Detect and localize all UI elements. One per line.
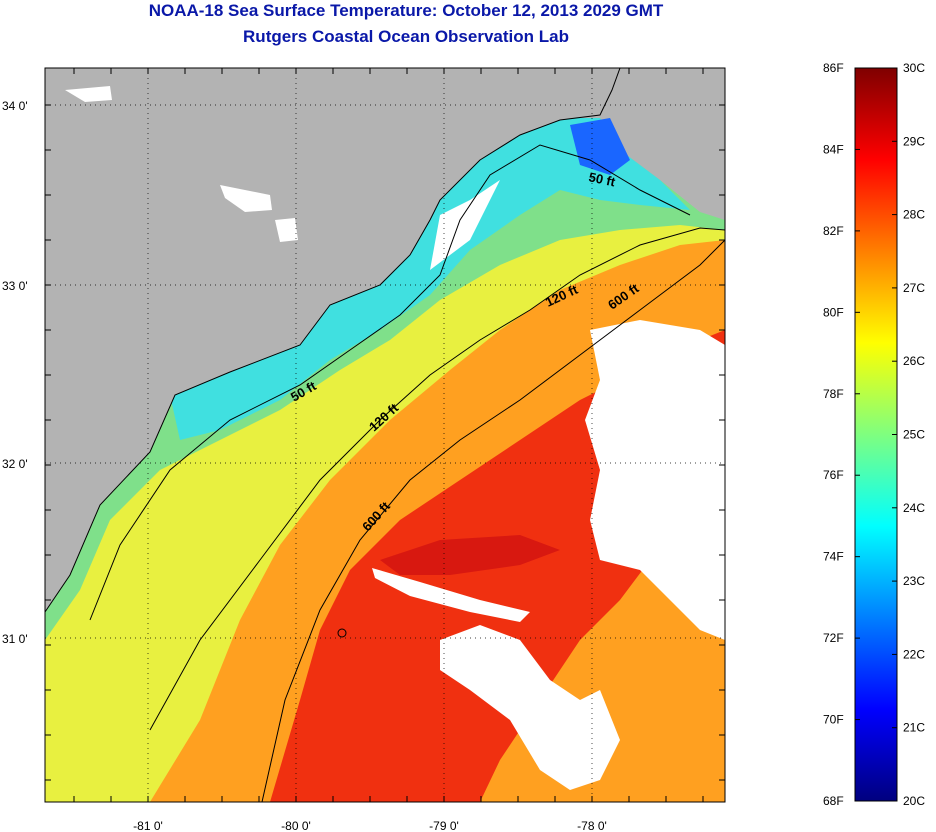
inland-water	[65, 86, 112, 102]
colorbar-f-label: 78F	[823, 387, 844, 401]
gulf-stream-streak	[380, 535, 560, 575]
cloud-mask-south	[440, 625, 620, 790]
contour-label-50ft-north: 50 ft	[587, 169, 617, 189]
colorbar-f-label: 74F	[823, 550, 844, 564]
colorbar-c-label: 30C	[903, 61, 925, 75]
colorbar-f-label: 76F	[823, 468, 844, 482]
lat-label: 32 0'	[2, 457, 28, 471]
map-ticks	[45, 68, 725, 802]
colorbar-f-label: 70F	[823, 713, 844, 727]
colorbar-c-label: 21C	[903, 721, 925, 735]
colorbar-f-label: 72F	[823, 631, 844, 645]
graticule	[45, 68, 725, 802]
colorbar-c-label: 24C	[903, 501, 925, 515]
colorbar-c-label: 26C	[903, 354, 925, 368]
seamount-contour	[337, 628, 347, 638]
map-title: NOAA-18 Sea Surface Temperature: October…	[148, 1, 664, 20]
contour-120ft	[149, 227, 725, 731]
colorbar-f-label: 84F	[823, 142, 844, 156]
colorbar-c-label: 25C	[903, 428, 925, 442]
contour-600ft	[261, 239, 725, 802]
colorbar-c-label: 27C	[903, 281, 925, 295]
land-mainland	[45, 68, 621, 613]
lat-label: 31 0'	[2, 632, 28, 646]
colorbar-f-label: 86F	[823, 61, 844, 75]
lon-label: -79 0'	[429, 819, 459, 832]
lat-label: 34 0'	[2, 99, 28, 113]
colorbar-c-label: 23C	[903, 574, 925, 588]
cloud-mask-coastal	[430, 180, 500, 270]
cold-pocket	[570, 118, 630, 175]
colorbar: 86F 84F 82F 80F 78F 76F 74F 72F 70F 68F 30C 29C 28C…	[823, 61, 925, 808]
colorbar-ticks	[855, 67, 897, 802]
colorbar-c-label: 22C	[903, 647, 925, 661]
map-plot-area: 50 ft 50 ft 120 ft 120 ft 600 ft 600 ft	[45, 68, 725, 802]
map-frame	[44, 67, 726, 803]
colorbar-f-label: 82F	[823, 224, 844, 238]
lon-label: -78 0'	[577, 819, 607, 832]
lon-label: -80 0'	[281, 819, 311, 832]
colorbar-fahrenheit-labels: 86F 84F 82F 80F 78F 76F 74F 72F 70F 68F	[823, 61, 844, 808]
colorbar-celsius-labels: 30C 29C 28C 27C 26C 25C 24C 23C 22C 21C 20C	[903, 61, 925, 808]
colorbar-f-label: 68F	[823, 794, 844, 808]
colorbar-scale	[854, 67, 898, 802]
contour-50ft	[89, 144, 691, 621]
colorbar-c-label: 28C	[903, 208, 925, 222]
colorbar-c-label: 29C	[903, 134, 925, 148]
lat-label: 33 0'	[2, 279, 28, 293]
cold-coastal-strip	[170, 118, 690, 440]
cloud-streak	[372, 568, 530, 622]
lon-label: -81 0'	[133, 819, 163, 832]
inland-water	[220, 185, 272, 212]
colorbar-f-label: 80F	[823, 305, 844, 319]
colorbar-c-label: 20C	[903, 794, 925, 808]
inland-water	[275, 218, 298, 242]
map-subtitle: Rutgers Coastal Ocean Observation Lab	[243, 27, 569, 46]
cloud-mask-east	[585, 320, 725, 640]
